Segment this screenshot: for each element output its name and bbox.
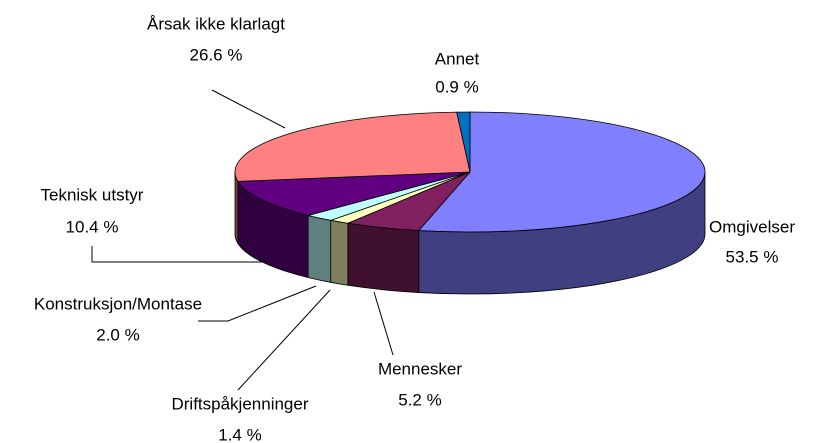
slice-label: Omgivelser xyxy=(709,217,795,236)
slice-value: 26.6 % xyxy=(190,45,243,64)
pie-side xyxy=(234,171,239,245)
pie-slice xyxy=(417,111,706,233)
pie-slice xyxy=(237,171,471,216)
pie-side xyxy=(330,219,349,286)
slice-label: Annet xyxy=(435,49,480,68)
slice-label: Driftspåkjenninger xyxy=(171,394,308,413)
slice-value: 0.9 % xyxy=(435,77,478,96)
pie-slice xyxy=(456,111,471,173)
slice-label: Mennesker xyxy=(378,359,462,378)
pie-side xyxy=(307,214,332,283)
pie-side xyxy=(347,222,420,293)
slice-value: 1.4 % xyxy=(218,425,261,443)
slice-label: Teknisk utstyr xyxy=(41,185,144,204)
leader-line xyxy=(237,289,331,391)
leader-line xyxy=(91,246,262,263)
slice-value: 10.4 % xyxy=(66,217,119,236)
pie-slice xyxy=(234,111,471,182)
slice-value: 53.5 % xyxy=(726,247,779,266)
leader-line xyxy=(373,291,394,356)
slice-value: 2.0 % xyxy=(96,325,139,344)
slice-label: Konstruksjon/Montase xyxy=(34,294,202,313)
slice-label: Årsak ikke klarlagt xyxy=(147,14,285,33)
leader-line xyxy=(198,285,317,322)
slice-value: 5.2 % xyxy=(398,390,441,409)
leader-line xyxy=(211,89,286,129)
